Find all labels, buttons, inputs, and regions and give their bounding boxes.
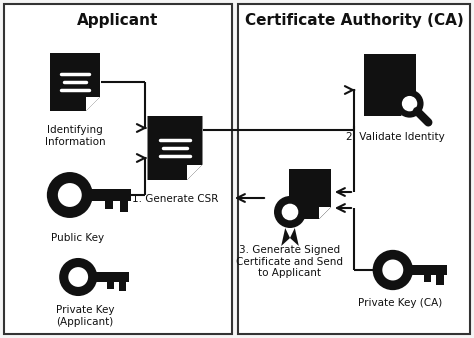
Polygon shape bbox=[281, 228, 290, 246]
Text: Certificate Authority (CA): Certificate Authority (CA) bbox=[245, 13, 464, 27]
Polygon shape bbox=[187, 165, 202, 180]
Text: Private Key
(Applicant): Private Key (Applicant) bbox=[56, 305, 114, 327]
Circle shape bbox=[274, 196, 306, 228]
Circle shape bbox=[59, 258, 97, 296]
Text: Private Key (CA): Private Key (CA) bbox=[358, 298, 442, 308]
Polygon shape bbox=[290, 228, 299, 246]
Polygon shape bbox=[95, 272, 129, 282]
Polygon shape bbox=[105, 201, 113, 209]
Circle shape bbox=[47, 172, 93, 218]
Text: Public Key: Public Key bbox=[52, 233, 105, 243]
Polygon shape bbox=[289, 169, 331, 219]
Circle shape bbox=[282, 204, 298, 220]
Polygon shape bbox=[107, 282, 114, 289]
Polygon shape bbox=[147, 116, 202, 180]
Circle shape bbox=[68, 267, 88, 287]
Text: 1. Generate CSR: 1. Generate CSR bbox=[132, 194, 218, 204]
Polygon shape bbox=[119, 282, 126, 291]
Polygon shape bbox=[119, 201, 128, 212]
Polygon shape bbox=[319, 207, 331, 219]
Polygon shape bbox=[364, 54, 416, 116]
Text: 3. Generate Signed
Certificate and Send
to Applicant: 3. Generate Signed Certificate and Send … bbox=[237, 245, 344, 278]
Circle shape bbox=[373, 250, 413, 290]
Polygon shape bbox=[86, 97, 100, 111]
Circle shape bbox=[396, 90, 424, 118]
Text: Applicant: Applicant bbox=[77, 13, 159, 27]
Text: Identifying
Information: Identifying Information bbox=[45, 125, 105, 147]
Polygon shape bbox=[437, 275, 444, 285]
Circle shape bbox=[383, 260, 403, 281]
FancyBboxPatch shape bbox=[4, 4, 232, 334]
Polygon shape bbox=[401, 101, 416, 116]
Polygon shape bbox=[50, 53, 100, 111]
Circle shape bbox=[402, 96, 417, 111]
Circle shape bbox=[58, 183, 82, 207]
FancyBboxPatch shape bbox=[238, 4, 470, 334]
Polygon shape bbox=[423, 275, 431, 282]
Text: 2. Validate Identity: 2. Validate Identity bbox=[346, 132, 444, 142]
Polygon shape bbox=[410, 265, 447, 275]
Polygon shape bbox=[90, 189, 131, 201]
